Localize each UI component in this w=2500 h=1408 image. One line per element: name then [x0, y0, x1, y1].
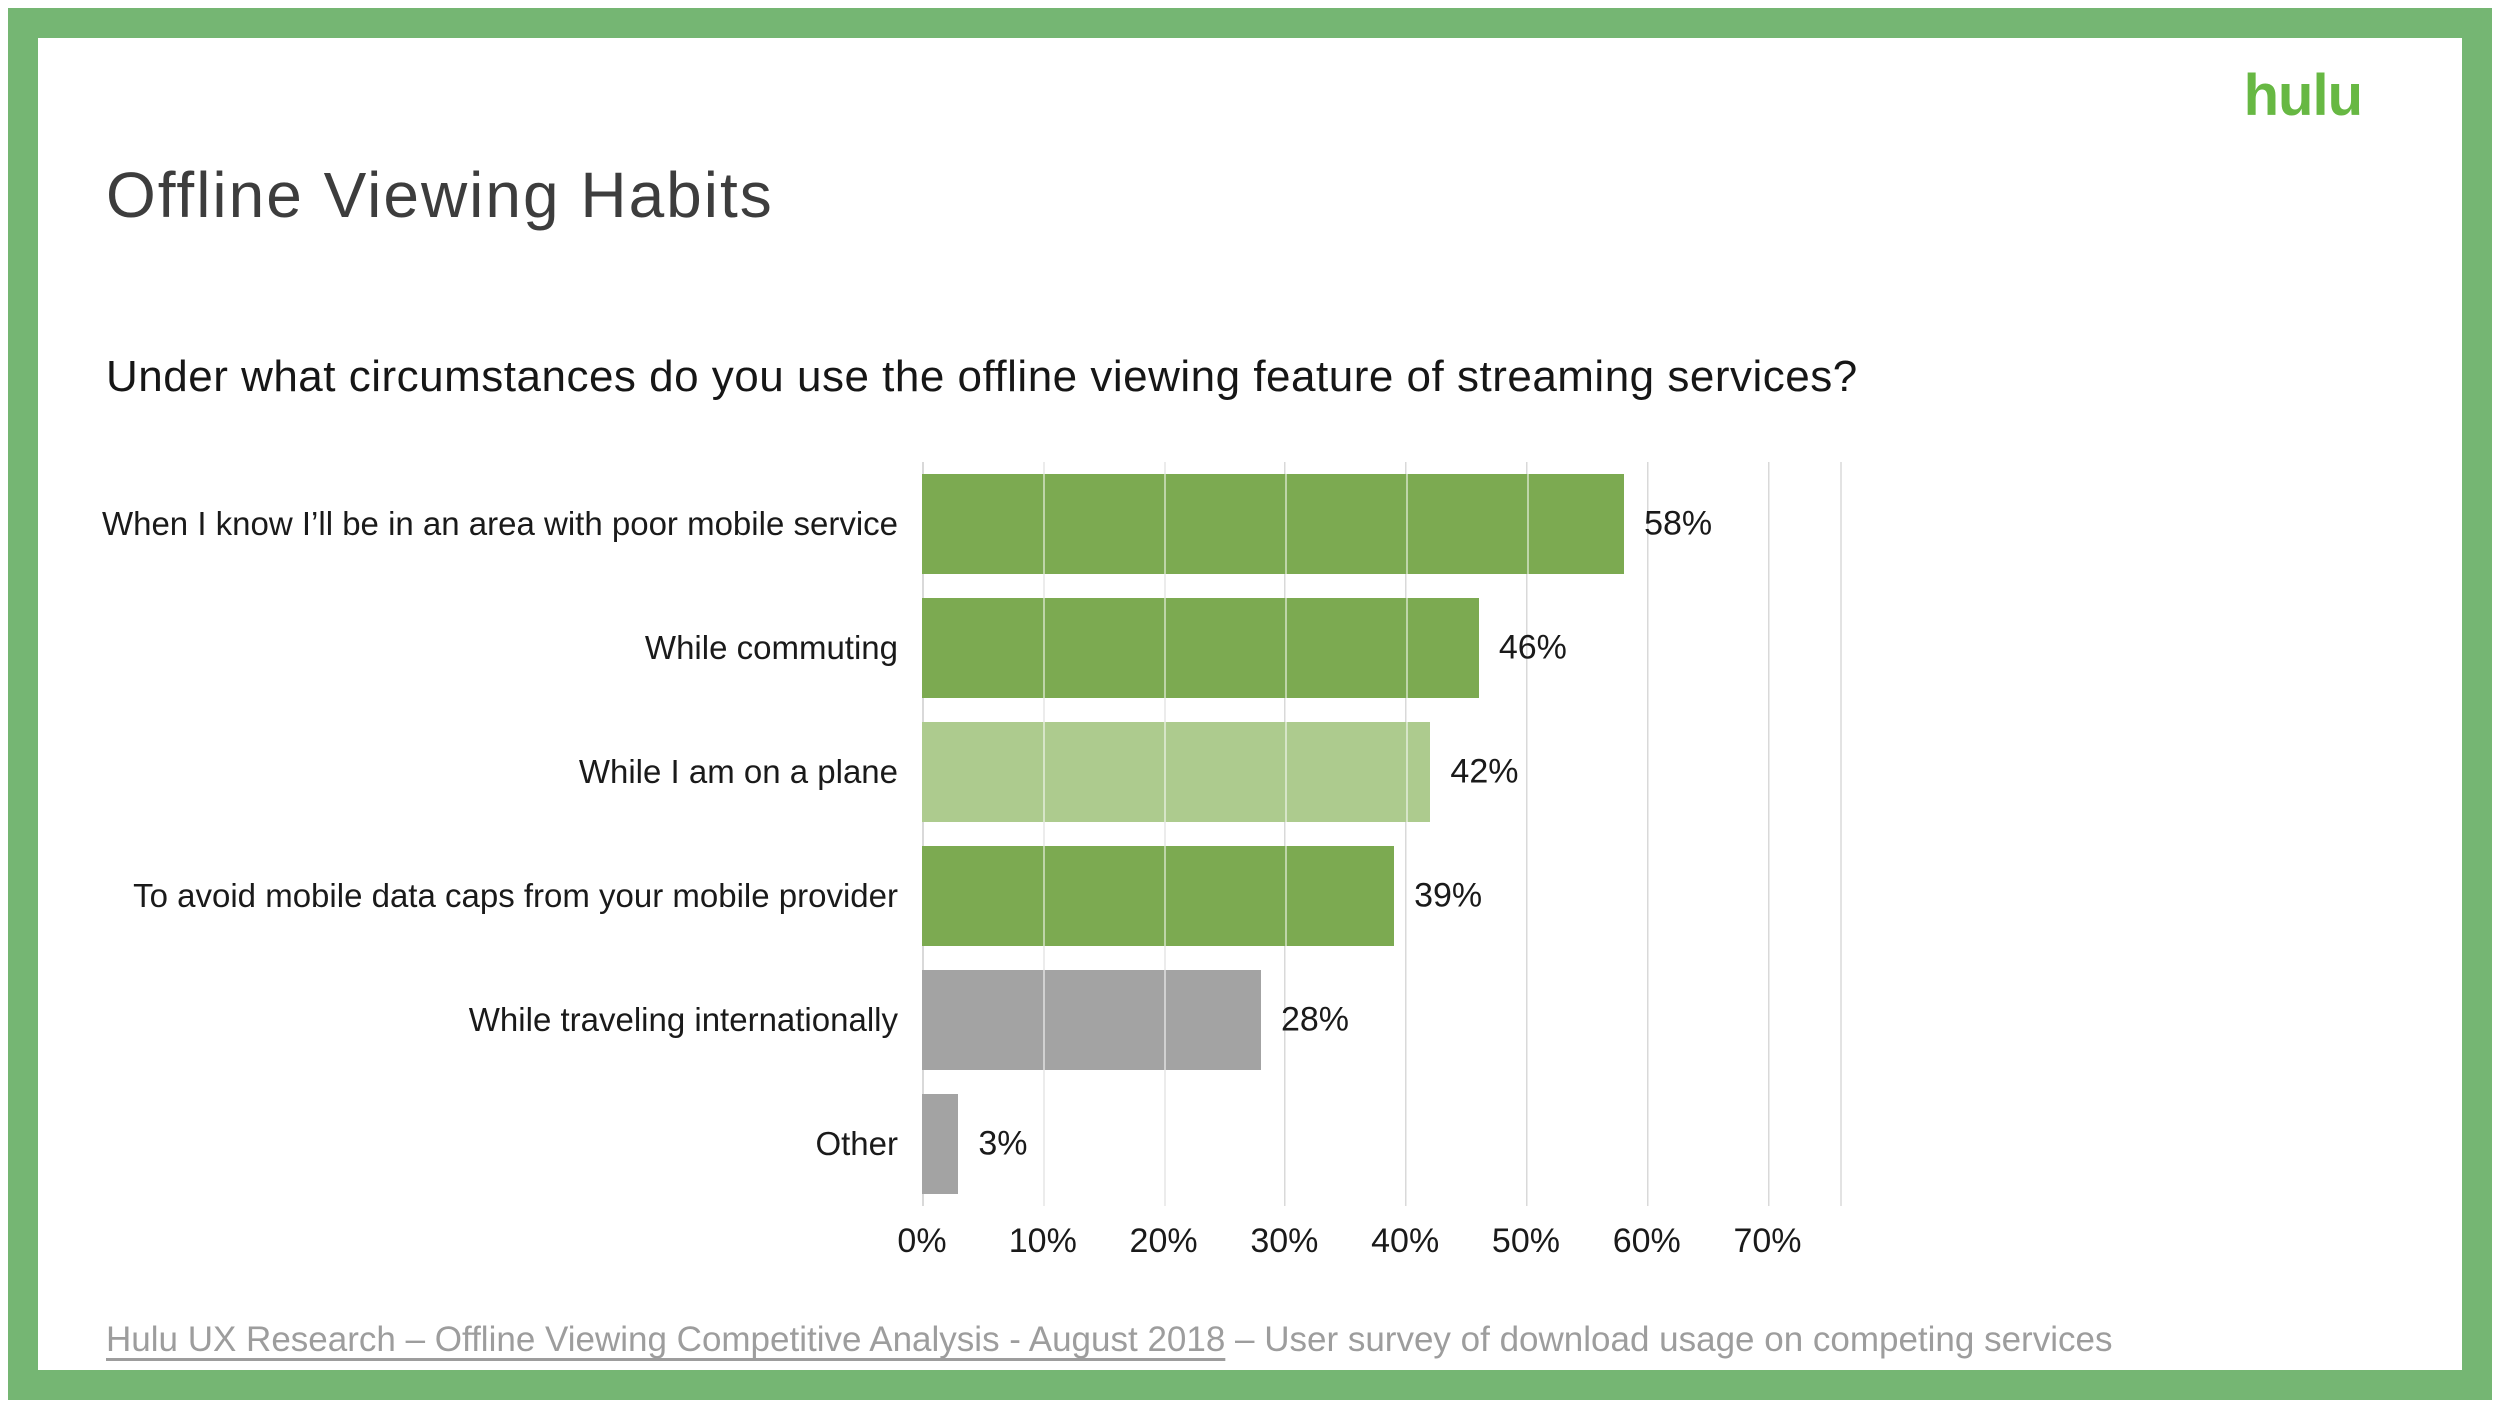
gridline: [1646, 462, 1649, 1206]
value-label: 42%: [1450, 752, 1519, 791]
category-label: Other: [815, 1125, 898, 1162]
x-tick-label: 40%: [1371, 1222, 1440, 1260]
x-tick-label: 0%: [897, 1222, 947, 1260]
bar: [922, 722, 1431, 822]
category-label: To avoid mobile data caps from your mobi…: [133, 877, 898, 914]
x-tick-label: 60%: [1612, 1222, 1681, 1260]
bar: [922, 846, 1395, 946]
value-label: 58%: [1644, 504, 1713, 543]
bar: [922, 1094, 959, 1194]
page-title: Offline Viewing Habits: [106, 159, 774, 231]
row-plot: 39%: [922, 834, 1842, 958]
chart-rows: When I know I’ll be in an area with poor…: [36, 462, 1842, 1206]
category-label: While commuting: [644, 629, 898, 666]
source-description: – User survey of download usage on compe…: [1225, 1320, 2113, 1359]
row-plot: 28%: [922, 958, 1842, 1082]
bar: [922, 598, 1479, 698]
x-tick-label: 20%: [1129, 1222, 1198, 1260]
value-label: 3%: [978, 1124, 1028, 1163]
bar-chart: 0% 10% 20% 30% 40% 50% 60% 70% When I know I’ll…: [36, 462, 1842, 1260]
x-tick-label: 10%: [1008, 1222, 1077, 1260]
source-citation: Hulu UX Research – Offline Viewing Compe…: [106, 1320, 2112, 1360]
row-plot: 42%: [922, 710, 1842, 834]
value-label: 28%: [1280, 1000, 1349, 1039]
category-label: While traveling internationally: [468, 1001, 898, 1038]
gridline: [1767, 462, 1770, 1206]
category-label: When I know I’ll be in an area with poor…: [101, 505, 898, 542]
row-plot: 3%: [922, 1082, 1842, 1206]
chart-question: Under what circumstances do you use the …: [106, 352, 1858, 401]
source-link[interactable]: Hulu UX Research – Offline Viewing Compe…: [106, 1320, 1226, 1359]
bar: [922, 474, 1625, 574]
chart-row: While traveling internationally 28%: [36, 958, 1842, 1082]
value-label: 46%: [1498, 628, 1567, 667]
plot-area: 0% 10% 20% 30% 40% 50% 60% 70%: [897, 462, 1842, 1260]
chart-row: To avoid mobile data caps from your mobi…: [36, 834, 1842, 958]
gridline: [1525, 462, 1528, 1206]
bar: [922, 970, 1261, 1070]
gridline: [1405, 462, 1408, 1206]
x-tick-label: 70%: [1733, 1222, 1802, 1260]
gridline: [922, 462, 924, 1206]
hulu-logo: hulu: [2243, 63, 2363, 128]
chart-row: When I know I’ll be in an area with poor…: [36, 462, 1842, 586]
value-label: 39%: [1414, 876, 1483, 915]
chart-row: Other 3%: [36, 1082, 1842, 1206]
row-plot: 58%: [922, 462, 1842, 586]
chart-row: While I am on a plane 42%: [36, 710, 1842, 834]
row-plot: 46%: [922, 586, 1842, 710]
chart-row: While commuting 46%: [36, 586, 1842, 710]
category-label: While I am on a plane: [578, 753, 898, 790]
x-tick-label: 50%: [1491, 1222, 1560, 1260]
x-tick-label: 30%: [1250, 1222, 1319, 1260]
